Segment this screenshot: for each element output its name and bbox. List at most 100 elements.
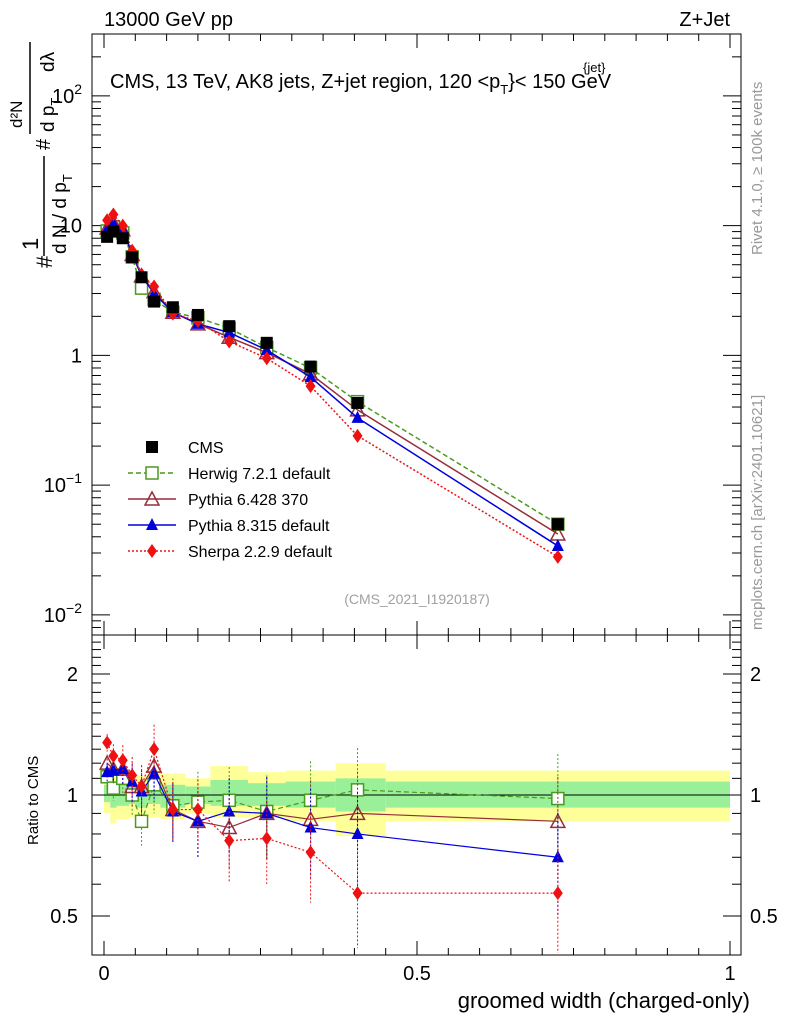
legend-marker	[143, 490, 161, 506]
svg-text:d²N: d²N	[7, 101, 26, 128]
data-point	[304, 360, 317, 373]
ratio-y-label: Ratio to CMS	[25, 756, 42, 845]
legend-entry: Herwig 7.2.1 default	[128, 466, 331, 483]
ratio-point	[224, 833, 235, 848]
ratio-point	[305, 845, 316, 860]
x-tick-label: 0.5	[403, 963, 431, 985]
y-tick-label: 102	[52, 81, 82, 108]
ratio-tick-label-right: 2	[750, 664, 761, 686]
legend-marker	[147, 544, 157, 558]
ratio-point	[220, 818, 238, 835]
y-label-t: T	[60, 174, 75, 182]
ratio-tick-label: 2	[67, 664, 78, 686]
series-cms	[101, 225, 564, 531]
ratio-tick-label: 1	[67, 785, 78, 807]
y-label-dlam: dλ	[38, 51, 59, 72]
chart-title-main: CMS, 13 TeV, AK8 jets, Z+jet region, 120…	[110, 71, 500, 93]
y-label-dpt: d p	[38, 106, 59, 132]
ratio-tick-label: 0.5	[50, 906, 78, 928]
ratio-band-inner	[110, 784, 117, 808]
data-point	[304, 370, 317, 383]
axis-ticks: 0 0.5 1 10−2 10−1 1 10 102 0.5 0.5 1 1 2 2	[44, 33, 778, 985]
ratio-tick-label-right: 1	[750, 785, 761, 807]
y-label-hash-2: #	[33, 138, 55, 150]
legend-entry: CMS	[146, 440, 224, 457]
data-point	[191, 308, 204, 321]
data-point	[116, 232, 129, 245]
svg-text:d N / d pT: d N / d pT	[50, 174, 75, 254]
ratio-point	[352, 886, 363, 901]
process-label: Z+Jet	[679, 9, 730, 31]
ratio-point	[261, 831, 272, 846]
data-point	[552, 549, 563, 564]
ratio-point	[167, 802, 178, 817]
ratio-point	[351, 826, 364, 839]
data-point	[148, 295, 161, 308]
y-tick-label: 1	[71, 345, 82, 367]
ratio-point	[108, 749, 119, 764]
data-point	[260, 343, 273, 356]
legend-label: Sherpa 2.2.9 default	[188, 544, 333, 561]
energy-label: 13000 GeV pp	[104, 9, 233, 31]
x-tick-label: 0	[98, 963, 109, 985]
legend-marker	[146, 441, 158, 453]
mcplots-label: mcplots.cern.ch [arXiv:2401.10621]	[749, 395, 766, 630]
data-point	[134, 281, 149, 295]
ratio-point	[223, 804, 236, 817]
y-tick-label: 10	[60, 216, 82, 238]
svg-text:dλ: dλ	[38, 51, 59, 72]
data-point	[551, 518, 564, 531]
ratio-point	[549, 812, 567, 829]
ratio-point	[149, 742, 160, 757]
ratio-series-layer	[98, 724, 567, 953]
y-label-t-2: T	[48, 98, 63, 106]
y-tick-label: 10−2	[44, 600, 82, 627]
legend-entry: Sherpa 2.2.9 default	[128, 544, 333, 561]
data-point	[305, 379, 316, 394]
legend-label: CMS	[188, 440, 224, 457]
data-point	[260, 336, 273, 349]
ratio-point	[134, 814, 149, 829]
main-series-layer	[98, 207, 567, 564]
legend: CMS Herwig 7.2.1 default Pythia 6.428 370 P…	[128, 440, 333, 561]
data-point	[351, 410, 364, 423]
y-label-one: 1	[18, 238, 43, 250]
ratio-series-sherpa-2-2-9-default	[102, 724, 563, 953]
ratio-point	[349, 804, 366, 821]
legend-entry: Pythia 8.315 default	[128, 518, 330, 535]
legend-entry: Pythia 6.428 370	[128, 490, 308, 509]
legend-label: Herwig 7.2.1 default	[188, 466, 331, 483]
svg-text:#: #	[33, 138, 55, 150]
data-point	[551, 538, 564, 551]
ratio-point	[117, 753, 128, 768]
y-tick-label: 10−1	[44, 470, 82, 497]
ratio-point	[106, 781, 121, 795]
chart-title-sup: {jet}	[583, 60, 606, 75]
x-tick-label: 1	[724, 963, 735, 985]
legend-label: Pythia 6.428 370	[188, 492, 308, 509]
ratio-point	[552, 886, 563, 901]
x-axis-label: groomed width (charged-only)	[458, 988, 750, 1013]
ratio-point	[260, 806, 273, 819]
ratio-point	[116, 762, 129, 775]
chart-title: CMS, 13 TeV, AK8 jets, Z+jet region, 120…	[110, 71, 612, 97]
data-point	[261, 351, 272, 366]
ratio-point	[551, 850, 564, 863]
data-point	[166, 301, 179, 314]
ratio-point	[148, 766, 161, 779]
chart-title-sub: T	[500, 82, 508, 97]
svg-text:d pT: d pT	[38, 98, 63, 132]
data-point	[351, 396, 364, 409]
y-label-hash: #	[32, 255, 57, 268]
data-point	[352, 428, 363, 443]
data-point	[149, 279, 160, 294]
y-axis-label: # 1 d N / d pT # d²N d pT dλ	[7, 42, 75, 268]
y-label-dn: d N / d p	[50, 182, 71, 254]
data-point	[102, 213, 113, 228]
legend-marker	[145, 466, 159, 480]
svg-text:1: 1	[18, 238, 43, 250]
ratio-point	[107, 763, 120, 776]
legend-marker	[146, 518, 158, 530]
y-label-d2n: d²N	[7, 101, 26, 128]
data-point	[223, 320, 236, 333]
